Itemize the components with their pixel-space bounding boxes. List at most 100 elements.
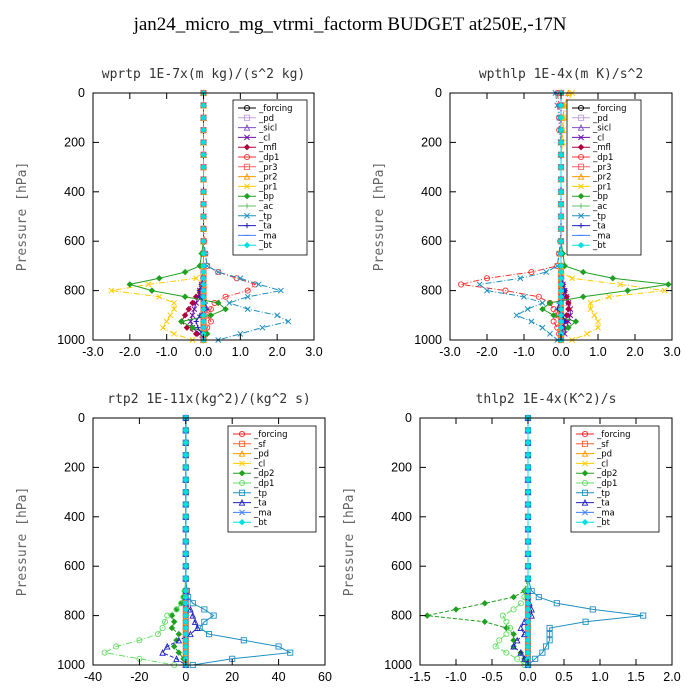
data-point (182, 538, 190, 545)
y-tick-label: 200 (64, 460, 85, 474)
data-point (210, 612, 217, 619)
data-point (101, 649, 108, 656)
legend-marker (243, 241, 251, 249)
legend-entry: _bt (258, 241, 273, 251)
legend-entry: _dp1 (258, 153, 279, 163)
data-point (557, 102, 565, 109)
data-point (567, 312, 574, 319)
legend-marker (581, 449, 589, 457)
data-point (513, 636, 521, 644)
data-point (524, 587, 532, 595)
data-point (557, 281, 565, 288)
legend-marker (243, 163, 251, 170)
legend-marker (238, 518, 246, 526)
data-point (200, 281, 207, 288)
data-point (200, 293, 207, 301)
legend-marker (578, 223, 584, 229)
data-point (182, 593, 190, 601)
data-point (595, 318, 601, 325)
x-tick-label: 60 (318, 670, 332, 684)
data-point (557, 200, 565, 208)
data-point (182, 476, 190, 483)
data-point (481, 600, 489, 607)
data-point (553, 600, 560, 607)
data-point (569, 275, 576, 282)
series-bt (200, 89, 207, 344)
data-point (524, 439, 532, 446)
data-point (200, 237, 207, 245)
data-point (524, 306, 531, 313)
data-point (606, 293, 613, 300)
data-point (524, 612, 532, 619)
data-point (546, 299, 554, 307)
data-point (557, 151, 565, 158)
y-tick-label: 600 (391, 559, 412, 573)
data-point (423, 612, 431, 619)
legend-entry: _ma (596, 508, 615, 518)
data-point (215, 269, 222, 276)
data-point (182, 606, 190, 613)
data-point (200, 312, 207, 319)
data-point (539, 299, 546, 306)
data-point (528, 318, 535, 325)
legend-entry: _pd (592, 114, 608, 124)
legend: _forcing_sf_pd_cl_dp2_dp1_tp_ta_ma_bt (570, 425, 660, 533)
data-point (524, 593, 532, 601)
x-tick-label: 0.0 (195, 345, 212, 359)
x-tick-label: 3.0 (305, 345, 322, 359)
data-point (191, 618, 199, 625)
y-tick-label: 200 (421, 135, 442, 149)
legend-entry: _pd (253, 450, 269, 460)
x-tick-label: 0 (182, 670, 189, 684)
data-point (287, 649, 294, 656)
data-point (255, 281, 262, 288)
data-point (156, 275, 163, 282)
data-point (200, 200, 207, 208)
data-point (193, 318, 199, 325)
data-point (200, 126, 207, 134)
y-tick-label: 0 (78, 86, 85, 100)
y-tick-label: 0 (78, 411, 85, 425)
y-tick-label: 600 (421, 234, 442, 248)
legend-marker (582, 509, 588, 516)
data-point (182, 439, 190, 446)
data-point (156, 293, 163, 300)
data-point (207, 318, 214, 325)
data-point (665, 281, 672, 288)
data-point (182, 525, 190, 533)
legend-entry: _pr3 (258, 163, 278, 173)
panel-wpthlp: wpthlp 1E-4x(m K)/s^2 Pressure [hPa] -3.0 -… (372, 67, 681, 359)
legend-entry: _tp (596, 489, 610, 499)
data-point (524, 630, 532, 638)
data-point (640, 612, 647, 619)
data-point (624, 287, 631, 294)
plot-frame (92, 417, 326, 666)
x-tick-label: 1.0 (232, 345, 249, 359)
data-point (175, 649, 183, 656)
legend-marker (581, 430, 589, 438)
x-tick-label: 2.0 (268, 345, 285, 359)
data-point (557, 299, 565, 307)
data-point (201, 618, 208, 625)
figure-title: jan24_micro_mg_vtrmi_factorm BUDGET at25… (133, 14, 567, 35)
data-point (182, 464, 190, 471)
data-point (524, 538, 532, 545)
legend-entry: _dp2 (596, 469, 617, 479)
data-point (187, 605, 194, 613)
y-tick-label: 1000 (384, 658, 412, 672)
data-point (561, 114, 568, 121)
legend-marker (238, 479, 246, 487)
data-point (183, 324, 191, 331)
series-ta (159, 414, 201, 669)
data-point (182, 649, 190, 656)
data-point (175, 636, 183, 644)
data-point (201, 606, 208, 613)
data-point (178, 318, 185, 325)
data-point (524, 488, 532, 496)
series-line (512, 418, 533, 666)
data-point (524, 476, 532, 483)
data-point (557, 237, 565, 245)
y-tick-label: 800 (421, 284, 442, 298)
data-point (557, 176, 565, 183)
legend-marker (577, 241, 585, 249)
